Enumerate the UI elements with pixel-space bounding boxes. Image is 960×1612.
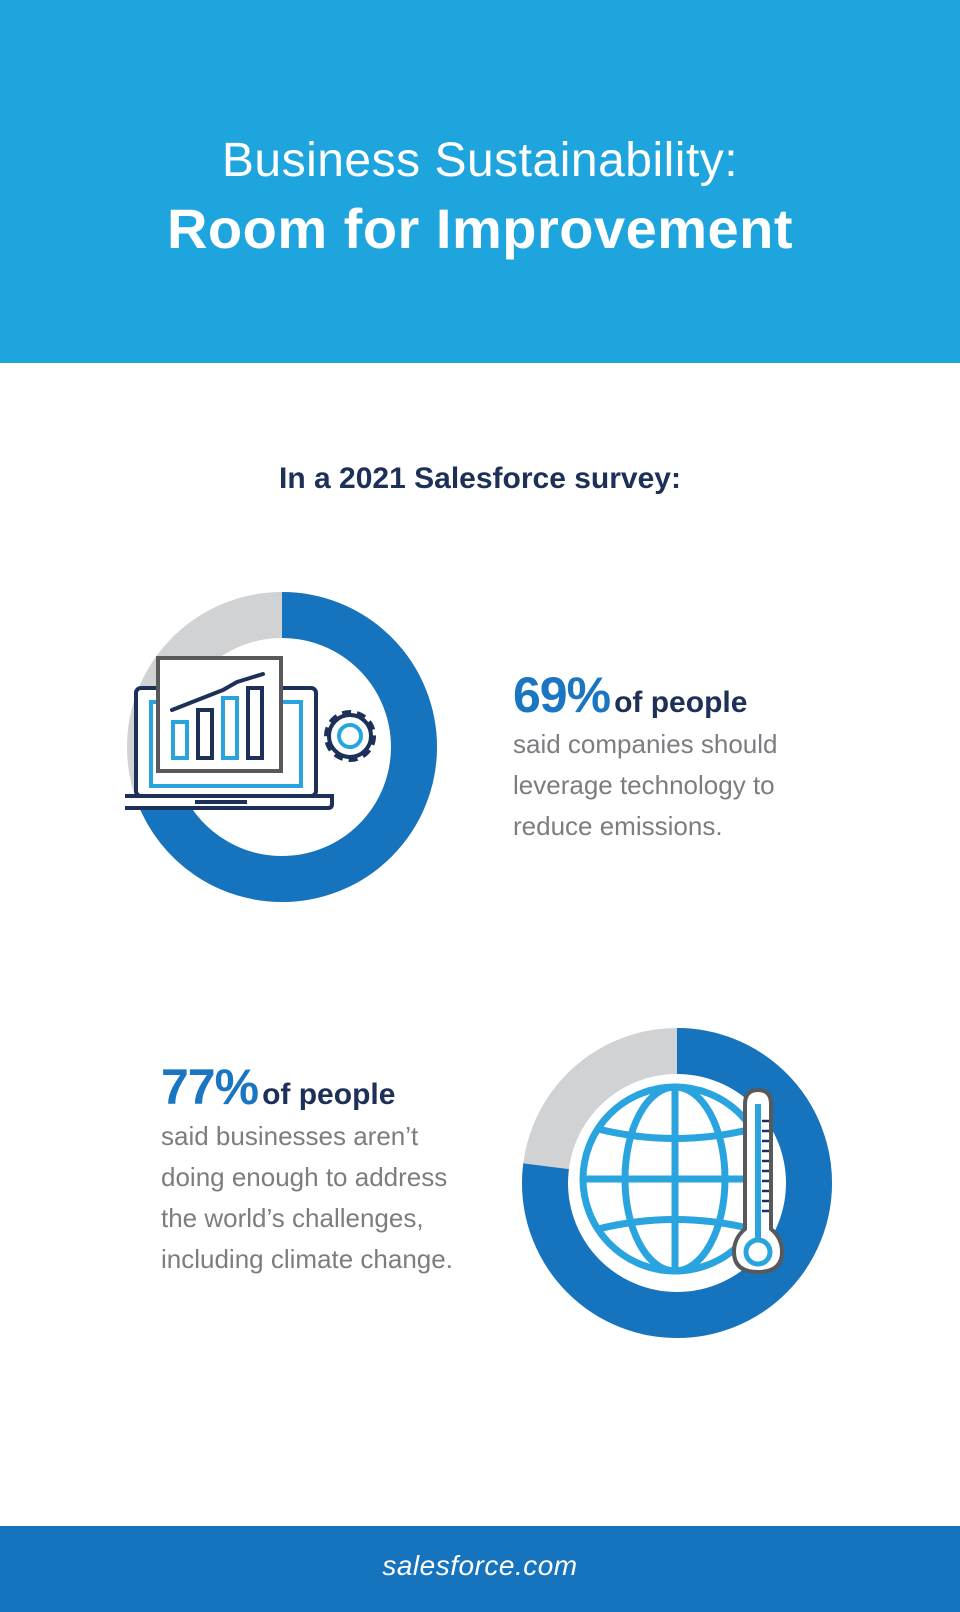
laptop-chart-gear-icon [125, 656, 376, 810]
stat-percent: 69% [513, 667, 611, 723]
donut-chart-69 [125, 592, 437, 902]
globe-thermometer-icon [579, 1083, 785, 1275]
donut-chart-77 [522, 1028, 832, 1338]
stat-suffix: of people [614, 686, 748, 719]
header-banner: Business Sustainability: Room for Improv… [0, 0, 960, 363]
stat-description: said businesses aren’t doing enough to a… [161, 1121, 453, 1274]
page-title-line1: Business Sustainability: [221, 134, 739, 187]
donut-progress [522, 1028, 832, 1338]
stat-block-69: 69% of people said companies should lever… [513, 666, 843, 847]
footer-bar: salesforce.com [0, 1526, 960, 1612]
donut-progress [127, 592, 437, 902]
footer-domain: salesforce.com [382, 1550, 578, 1581]
stat-block-77: 77% of people said businesses aren’t doin… [161, 1058, 461, 1280]
stat-suffix: of people [262, 1078, 396, 1111]
stat-description: said companies should leverage technolog… [513, 729, 778, 841]
page-title-line2: Room for Improvement [166, 197, 794, 260]
stat-percent: 77% [161, 1059, 259, 1115]
survey-subtitle: In a 2021 Salesforce survey: [279, 462, 681, 495]
